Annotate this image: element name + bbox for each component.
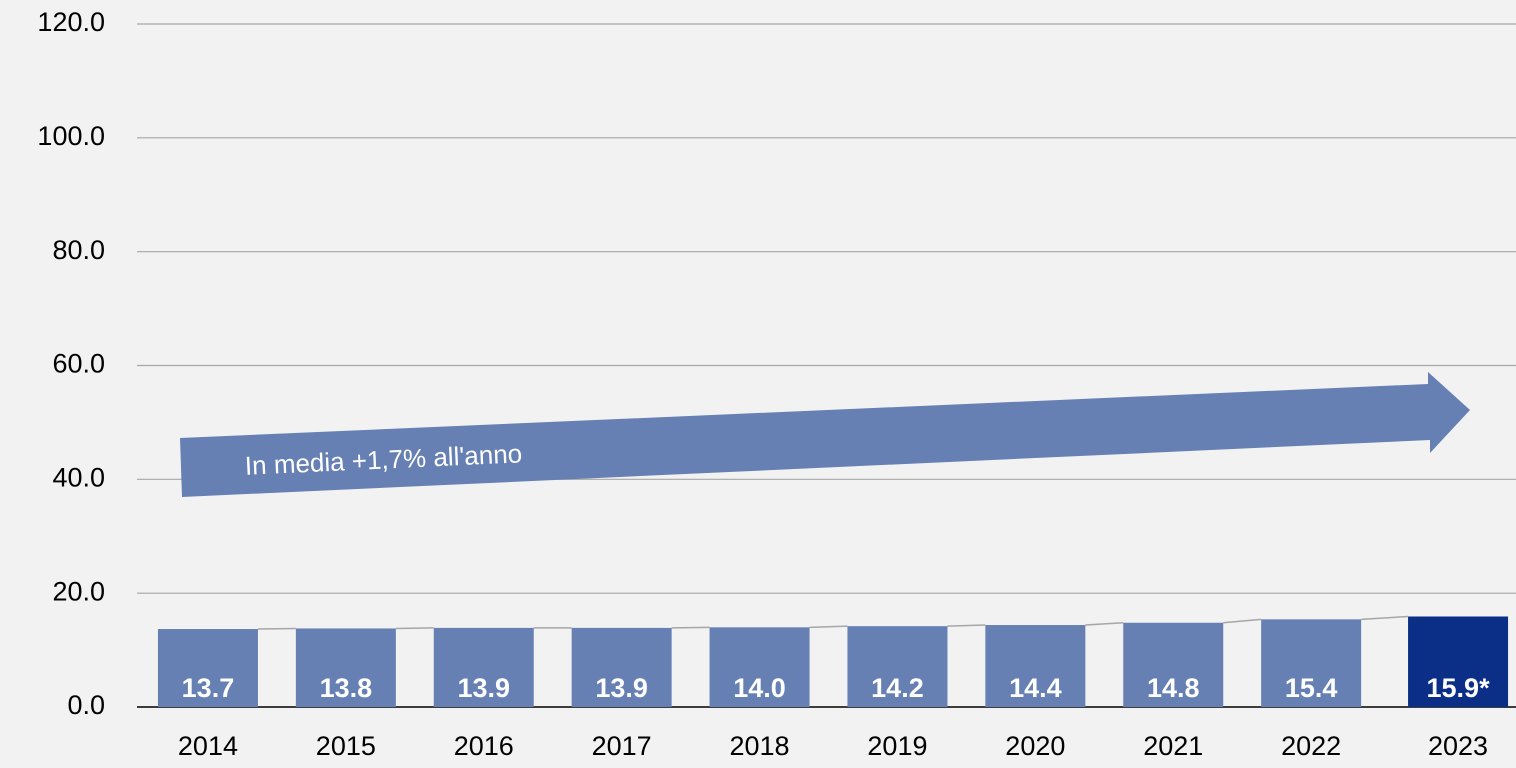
x-tick-label: 2015 [316, 731, 376, 761]
y-tick-label: 120.0 [37, 7, 105, 37]
value-label: 13.8 [320, 673, 373, 703]
value-label: 15.9* [1427, 673, 1491, 703]
connector [671, 626, 710, 629]
connector [947, 624, 986, 627]
x-tick-label: 2017 [592, 731, 652, 761]
value-label: 13.9 [595, 673, 648, 703]
bar [1123, 622, 1224, 707]
x-tick-label: 2014 [178, 731, 238, 761]
x-tick-label: 2022 [1281, 731, 1341, 761]
value-label: 13.7 [182, 673, 235, 703]
connector [809, 625, 848, 629]
value-label: 14.4 [1009, 673, 1062, 703]
y-tick-label: 40.0 [52, 462, 105, 492]
connector [257, 627, 296, 630]
y-tick-label: 20.0 [52, 576, 105, 606]
connector [395, 627, 434, 630]
connector [1085, 622, 1124, 626]
connector [1223, 618, 1262, 624]
x-tick-label: 2018 [730, 731, 790, 761]
bar [157, 629, 258, 707]
value-label: 14.2 [871, 673, 924, 703]
value-label: 13.9 [457, 673, 510, 703]
bar [1261, 619, 1362, 707]
bar [847, 626, 948, 707]
y-tick-label: 0.0 [67, 690, 105, 720]
x-tick-label: 2019 [867, 731, 927, 761]
bar [1408, 616, 1509, 707]
bar [433, 627, 534, 707]
connector [1361, 615, 1409, 621]
trend-arrow [180, 372, 1470, 497]
value-label: 14.0 [733, 673, 786, 703]
bar [709, 627, 810, 707]
value-label: 15.4 [1285, 673, 1338, 703]
y-tick-label: 80.0 [52, 235, 105, 265]
value-label: 14.8 [1147, 673, 1200, 703]
x-tick-label: 2021 [1143, 731, 1203, 761]
bar [985, 625, 1086, 707]
x-tick-label: 2016 [454, 731, 514, 761]
y-tick-label: 60.0 [52, 349, 105, 379]
x-tick-label: 2020 [1005, 731, 1065, 761]
bar [295, 628, 396, 707]
y-tick-label: 100.0 [37, 121, 105, 151]
bar [571, 627, 672, 707]
x-tick-label: 2023 [1428, 731, 1488, 761]
